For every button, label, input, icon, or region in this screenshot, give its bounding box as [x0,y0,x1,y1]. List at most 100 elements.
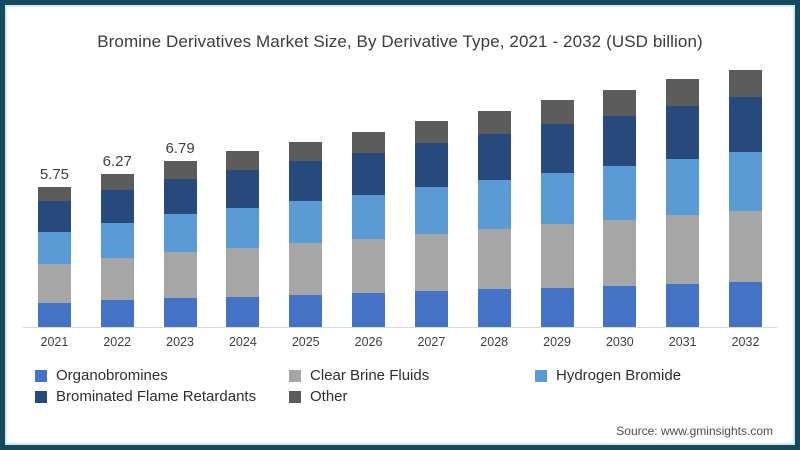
x-tick-2030: 2030 [605,335,634,349]
segment-hydrogen-bromide-2029 [540,172,574,225]
segment-organobromines-2027 [414,291,448,327]
segment-other-2022 [100,174,134,191]
segment-other-2027 [414,120,448,143]
segment-clear-brine-fluids-2028 [477,229,511,290]
segment-clear-brine-fluids-2021 [37,263,71,303]
legend-item-brominated-flame-retardants: Brominated Flame Retardants [35,388,289,405]
segment-brominated-flame-retardants-2021 [37,201,71,232]
segment-other-2023 [163,161,197,179]
segment-clear-brine-fluids-2023 [163,252,197,299]
segment-organobromines-2032 [729,282,763,327]
bar-slot-2027 [400,52,463,327]
x-tick-2026: 2026 [354,335,383,349]
segment-organobromines-2030 [603,285,637,327]
bar-slot-2024 [211,52,274,327]
data-label-2021: 5.75 [39,165,70,183]
legend: Organobromines Clear Brine Fluids Hydrogen… [35,367,795,405]
segment-organobromines-2031 [666,283,700,327]
bar-slot-2021: 5.75 [23,52,86,327]
legend-label-hydrogen-bromide: Hydrogen Bromide [556,367,682,384]
bar-slot-2030 [588,52,651,327]
legend-swatch-clear-brine-fluids [289,369,301,382]
x-tick-2025: 2025 [291,335,320,349]
legend-label-brominated-flame-retardants: Brominated Flame Retardants [56,388,257,405]
stacked-bar-2026 [352,131,386,327]
legend-swatch-hydrogen-bromide [535,369,547,382]
stacked-bar-2030 [603,90,637,327]
legend-swatch-organobromines [35,369,47,382]
segment-hydrogen-bromide-2025 [289,201,323,244]
legend-item-organobromines: Organobromines [35,367,289,384]
stacked-bar-2031 [666,79,700,327]
bar-slot-2023: 6.79 [149,52,212,327]
segment-organobromines-2024 [226,296,260,327]
x-axis-labels: 2021 2022 2023 2024 2025 2026 2027 2028 2029 2030… [23,328,777,349]
source-attribution: Source: www.gminsights.com [616,424,773,438]
x-tick-2023: 2023 [166,335,194,349]
segment-organobromines-2023 [163,298,197,327]
legend-row-2: Brominated Flame Retardants Other [35,388,795,405]
legend-label-clear-brine-fluids: Clear Brine Fluids [310,367,430,384]
segment-hydrogen-bromide-2028 [477,180,511,230]
segment-brominated-flame-retardants-2032 [729,96,763,153]
segment-hydrogen-bromide-2026 [352,194,386,239]
legend-item-clear-brine-fluids: Clear Brine Fluids [289,367,535,384]
bar-slot-2031 [651,52,714,327]
segment-brominated-flame-retardants-2028 [477,134,511,181]
legend-label-organobromines: Organobromines [56,367,168,384]
x-tick-2031: 2031 [668,335,697,349]
segment-brominated-flame-retardants-2030 [603,115,637,167]
legend-row-1: Organobromines Clear Brine Fluids Hydrogen… [35,367,795,384]
data-label-2022: 6.27 [102,153,132,171]
bar-slot-2029 [526,52,589,327]
segment-hydrogen-bromide-2021 [37,231,71,264]
legend-item-other: Other [289,388,535,405]
bar-slot-2028 [463,52,526,327]
segment-clear-brine-fluids-2022 [100,257,134,301]
segment-other-2031 [666,79,700,106]
legend-swatch-other [289,390,301,403]
segment-brominated-flame-retardants-2026 [352,152,386,195]
segment-organobromines-2021 [37,302,71,327]
segment-organobromines-2026 [352,293,386,327]
segment-hydrogen-bromide-2024 [226,207,260,248]
segment-hydrogen-bromide-2031 [666,158,700,216]
segment-brominated-flame-retardants-2023 [163,178,197,215]
segment-clear-brine-fluids-2031 [666,215,700,284]
segment-clear-brine-fluids-2026 [352,238,386,294]
stacked-bar-2023 [163,161,197,327]
segment-hydrogen-bromide-2027 [414,186,448,234]
segment-other-2030 [603,90,637,116]
segment-hydrogen-bromide-2032 [729,152,763,211]
segment-brominated-flame-retardants-2031 [666,105,700,159]
stacked-bar-2029 [540,100,574,327]
segment-other-2029 [540,100,574,125]
segment-brominated-flame-retardants-2022 [100,190,134,224]
bar-slot-2025 [274,52,337,327]
x-tick-2022: 2022 [103,335,132,349]
segment-other-2025 [289,141,323,162]
x-tick-2029: 2029 [543,335,571,349]
segment-clear-brine-fluids-2025 [289,243,323,295]
x-tick-2027: 2027 [417,335,446,349]
segment-clear-brine-fluids-2027 [414,233,448,292]
segment-other-2028 [477,111,511,135]
stacked-bar-2022 [100,174,134,327]
segment-clear-brine-fluids-2029 [540,224,574,288]
segment-other-2024 [226,151,260,171]
stacked-bar-2028 [477,111,511,327]
segment-hydrogen-bromide-2022 [100,223,134,258]
segment-organobromines-2025 [289,294,323,327]
segment-clear-brine-fluids-2032 [729,210,763,283]
bar-slot-2026 [337,52,400,327]
segment-other-2026 [352,131,386,153]
segment-brominated-flame-retardants-2029 [540,124,574,173]
x-tick-2028: 2028 [480,335,509,349]
stacked-bar-2027 [414,120,448,327]
segment-brominated-flame-retardants-2025 [289,161,323,202]
segment-organobromines-2028 [477,289,511,327]
x-tick-2024: 2024 [228,335,257,349]
legend-label-other: Other [310,388,348,405]
segment-brominated-flame-retardants-2024 [226,170,260,208]
